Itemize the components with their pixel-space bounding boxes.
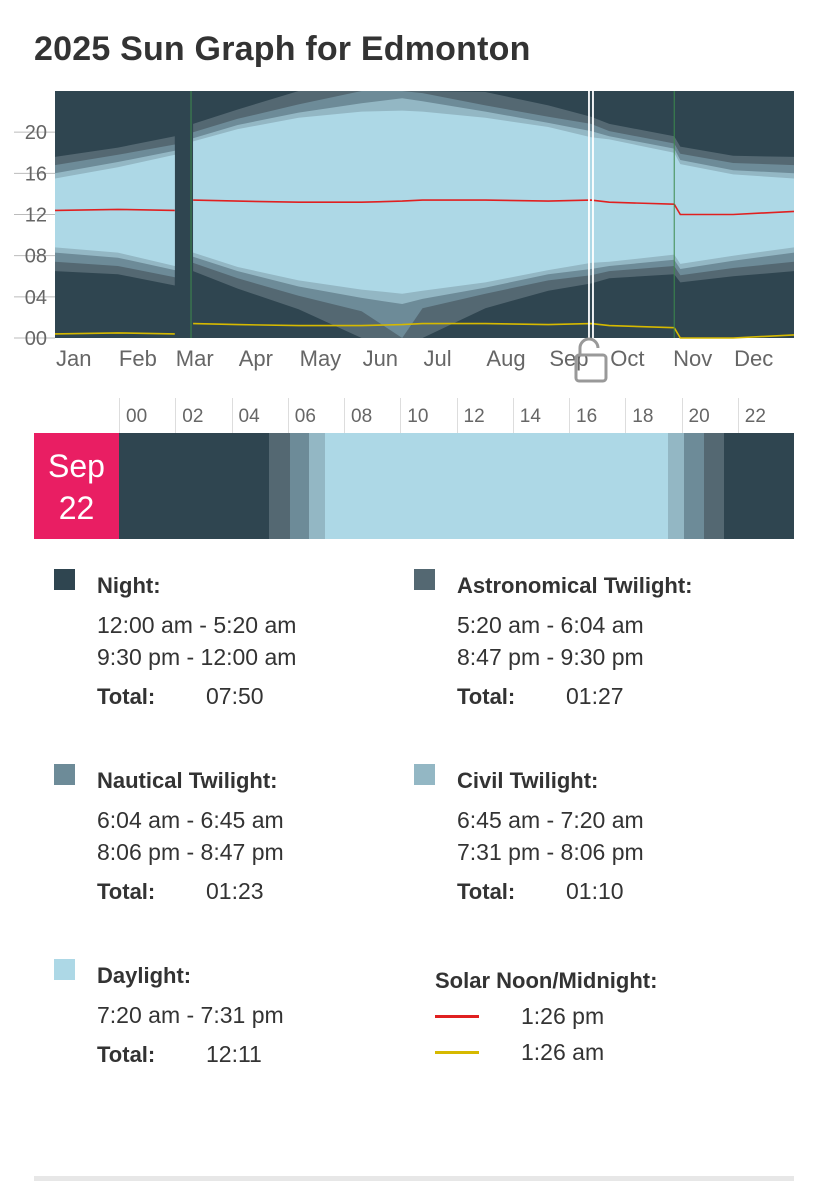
x-month-label: Aug	[486, 346, 525, 371]
legend-astronomical: Astronomical Twilight: 5:20 am - 6:04 am…	[414, 569, 774, 719]
legend-daylight-total: 12:11	[206, 1041, 262, 1067]
solar-midnight-line-1	[54, 332, 175, 335]
solar-midnight-line-2	[193, 322, 675, 329]
hour-tick-label: 08	[344, 398, 372, 434]
legend-night-total: 07:50	[206, 683, 264, 709]
legend-civil: Civil Twilight: 6:45 am - 7:20 am 7:31 p…	[414, 764, 774, 914]
legend-astronomical-title: Astronomical Twilight:	[457, 573, 693, 598]
x-month-label: Jul	[423, 346, 451, 371]
solar-midnight-line-swatch	[435, 1051, 479, 1054]
hour-tick-label: 02	[175, 398, 203, 434]
day-segment-night	[723, 433, 794, 539]
solar-noon-line-1	[54, 208, 175, 212]
y-tick-label: 12	[25, 205, 47, 227]
hour-tick-label: 22	[737, 398, 766, 434]
civil-swatch	[414, 764, 435, 785]
hour-tick-label: 06	[287, 398, 316, 434]
legend-nautical-title: Nautical Twilight:	[97, 768, 278, 793]
selected-date-badge: Sep 22	[34, 433, 119, 539]
x-month-label: Nov	[673, 346, 712, 371]
legend-daylight-total-label: Total:	[97, 1042, 156, 1067]
legend-nautical-total: 01:23	[206, 878, 264, 904]
legend-daylight-time-1: 7:20 am - 7:31 pm	[97, 1002, 284, 1028]
day-segment-civil	[308, 433, 326, 539]
legend-night-time-2: 9:30 pm - 12:00 am	[97, 644, 297, 670]
x-month-label: Jan	[56, 346, 91, 371]
legend-solar: Solar Noon/Midnight: 1:26 pm 1:26 am	[435, 964, 795, 1074]
hour-tick-label: 10	[400, 398, 428, 434]
legend-civil-time-1: 6:45 am - 7:20 am	[457, 807, 644, 833]
solar-noon-line-2	[193, 199, 675, 205]
daylight-swatch	[54, 959, 75, 980]
legend-nautical-time-1: 6:04 am - 6:45 am	[97, 807, 284, 833]
legend-civil-total-label: Total:	[457, 879, 516, 904]
legend-nautical-total-label: Total:	[97, 879, 156, 904]
daylight-band-2	[193, 110, 675, 294]
y-tick-label: 00	[25, 328, 47, 350]
legend-astronomical-time-2: 8:47 pm - 9:30 pm	[457, 644, 644, 670]
hour-tick-label: 00	[119, 398, 147, 434]
footer-divider	[34, 1176, 794, 1181]
day-segment-astronomical	[268, 433, 291, 539]
x-month-label: Feb	[119, 346, 157, 371]
nautical-swatch	[54, 764, 75, 785]
daylight-band-1	[55, 154, 175, 266]
legend-night-total-label: Total:	[97, 684, 156, 709]
day-segment-daylight	[325, 433, 669, 539]
hour-tick-label: 20	[681, 398, 710, 434]
legend-astronomical-time-1: 5:20 am - 6:04 am	[457, 612, 644, 638]
day-segment-night	[119, 433, 270, 539]
x-month-label: May	[300, 346, 342, 371]
year-sun-graph[interactable]: 00 04 08 12 16 20 Jan Feb Mar Apr May Jun Jul Aug Sep O…	[0, 88, 800, 388]
x-month-label: Mar	[176, 346, 214, 371]
legend-daylight: Daylight: 7:20 am - 7:31 pm Total: 12:11	[54, 959, 414, 1079]
y-tick-label: 04	[25, 287, 47, 309]
daylight-band-3	[674, 152, 794, 264]
astronomical-swatch	[414, 569, 435, 590]
hour-tick-label: 12	[456, 398, 485, 434]
legend-solar-title: Solar Noon/Midnight:	[435, 968, 658, 993]
solar-noon-time: 1:26 pm	[521, 1003, 605, 1029]
page-title: 2025 Sun Graph for Edmonton	[34, 30, 531, 68]
selected-day-bar: Sep 22	[34, 433, 794, 539]
day-segment-civil	[667, 433, 685, 539]
solar-noon-line-swatch	[435, 1015, 479, 1018]
legend-night: Night: 12:00 am - 5:20 am 9:30 pm - 12:0…	[54, 569, 414, 719]
selected-date-day: 22	[58, 490, 95, 526]
day-segment-nautical	[289, 433, 310, 539]
day-phase-strip	[119, 433, 794, 539]
y-tick-label: 16	[25, 163, 47, 185]
legend-civil-total: 01:10	[566, 878, 624, 904]
day-hour-axis: 00 02 04 06 08 10 12 14 16 18 20 22	[119, 398, 794, 434]
legend-astronomical-total-label: Total:	[457, 684, 516, 709]
hour-tick-label: 14	[512, 398, 541, 434]
legend-astronomical-total: 01:27	[566, 683, 624, 709]
legend-night-time-1: 12:00 am - 5:20 am	[97, 612, 297, 638]
legend-nautical-time-2: 8:06 pm - 8:47 pm	[97, 839, 284, 865]
lock-open-icon[interactable]	[574, 337, 608, 383]
x-month-label: Dec	[734, 346, 773, 371]
legend-daylight-title: Daylight:	[97, 963, 192, 988]
day-segment-astronomical	[703, 433, 725, 539]
x-month-label: Apr	[239, 346, 273, 371]
legend-nautical: Nautical Twilight: 6:04 am - 6:45 am 8:0…	[54, 764, 414, 914]
hour-tick-label: 18	[625, 398, 653, 434]
solar-noon-line-3	[673, 203, 795, 216]
legend-civil-title: Civil Twilight:	[457, 768, 599, 793]
hour-tick-label: 04	[231, 398, 260, 434]
x-month-label: Jun	[363, 346, 398, 371]
x-month-label: Sep	[549, 346, 588, 371]
hour-tick-label: 16	[569, 398, 597, 434]
night-swatch	[54, 569, 75, 590]
legend-civil-time-2: 7:31 pm - 8:06 pm	[457, 839, 644, 865]
selected-date-month: Sep	[48, 448, 105, 484]
solar-midnight-line-3	[673, 327, 795, 339]
x-month-label: Oct	[610, 346, 644, 371]
y-tick-label: 08	[25, 246, 47, 268]
y-tick-label: 20	[25, 122, 47, 144]
solar-midnight-time: 1:26 am	[521, 1039, 605, 1065]
legend-night-title: Night:	[97, 573, 161, 598]
day-segment-nautical	[684, 433, 705, 539]
